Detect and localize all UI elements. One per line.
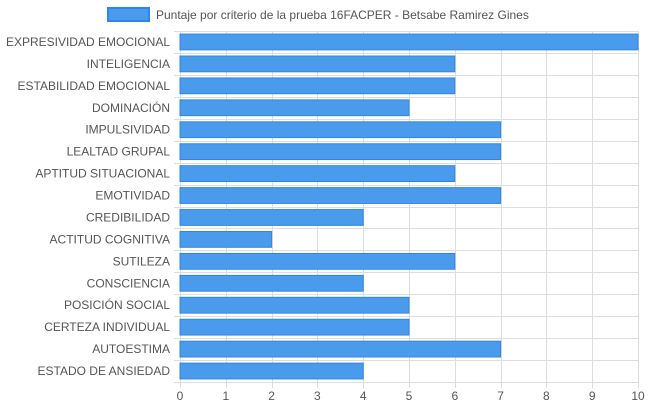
x-tick-label: 2 [268,389,275,403]
category-labels: EXPRESIVIDAD EMOCIONAL INTELIGENCIA ESTABI… [6,35,170,378]
category-label: LEALTAD GRUPAL [67,145,171,159]
category-label: CONSCIENCIA [87,276,170,290]
category-label: SUTILEZA [113,254,170,268]
x-axis-tick-labels: 0 1 2 3 4 5 6 7 8 9 10 [177,389,645,403]
category-label: DOMINACIÓN [92,100,170,115]
bar[interactable] [179,296,410,314]
x-tick-label: 5 [406,389,413,403]
bar[interactable] [179,33,639,51]
category-label: ESTADO DE ANSIEDAD [38,364,171,378]
x-tick-label: 7 [497,389,504,403]
bar[interactable] [179,121,502,139]
category-label: INTELIGENCIA [87,57,170,71]
x-tick-label: 10 [631,389,645,403]
bar[interactable] [179,274,364,292]
bars [179,33,639,380]
category-label: APTITUD SITUACIONAL [35,167,170,181]
x-tick-label: 8 [543,389,550,403]
legend-label: Puntaje por criterio de la prueba 16FACP… [156,8,529,22]
x-tick-label: 4 [360,389,367,403]
x-tick-label: 3 [314,389,321,403]
category-label: IMPULSIVIDAD [85,123,170,137]
category-label: POSICIÓN SOCIAL [64,297,170,312]
bar[interactable] [179,99,410,117]
bar[interactable] [179,209,364,226]
bar[interactable] [179,340,502,358]
bar[interactable] [179,165,456,182]
bar[interactable] [179,187,502,204]
bar[interactable] [179,143,502,161]
category-label: CREDIBILIDAD [86,210,170,224]
category-label: ESTABILIDAD EMOCIONAL [18,79,171,93]
bar[interactable] [179,231,273,248]
x-tick-label: 9 [589,389,596,403]
bar[interactable] [179,318,410,336]
category-label: CERTEZA INDIVIDUAL [44,320,170,334]
bar[interactable] [179,362,364,380]
x-tick-label: 1 [222,389,229,403]
bar[interactable] [179,55,456,73]
category-label: AUTOESTIMA [92,342,170,356]
legend-swatch [107,7,150,22]
category-label: EXPRESIVIDAD EMOCIONAL [6,35,170,49]
category-label: EMOTIVIDAD [95,189,170,203]
chart-legend[interactable]: Puntaje por criterio de la prueba 16FACP… [107,7,529,22]
category-label: ACTITUD COGNITIVA [50,232,170,246]
bar[interactable] [179,252,456,270]
x-tick-label: 6 [451,389,458,403]
x-tick-label: 0 [177,389,184,403]
bar[interactable] [179,77,456,95]
